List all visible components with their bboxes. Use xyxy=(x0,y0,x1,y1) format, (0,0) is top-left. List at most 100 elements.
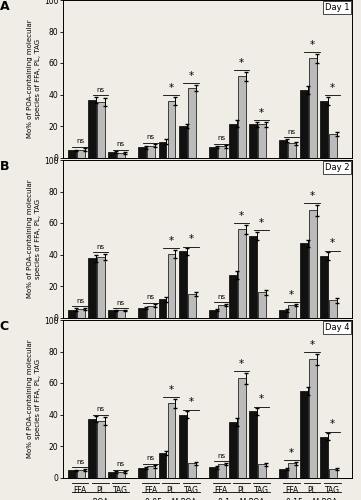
Text: TAG: TAG xyxy=(254,166,269,175)
Text: *: * xyxy=(188,234,194,244)
Bar xyxy=(238,230,246,318)
Text: *: * xyxy=(188,71,194,81)
Text: *: * xyxy=(239,210,244,220)
Text: *: * xyxy=(239,359,244,369)
Text: FFA: FFA xyxy=(214,486,228,495)
Text: *: * xyxy=(188,398,194,407)
Bar xyxy=(168,101,175,158)
Text: ns: ns xyxy=(96,406,104,412)
Bar xyxy=(249,236,257,318)
Text: PL: PL xyxy=(96,166,105,175)
Text: FFA: FFA xyxy=(73,486,87,495)
Text: *: * xyxy=(168,385,173,395)
Text: -POA: -POA xyxy=(91,498,109,500)
Text: ns: ns xyxy=(117,300,125,306)
Text: ns: ns xyxy=(217,136,225,141)
Bar xyxy=(279,310,287,318)
Text: ns: ns xyxy=(147,134,155,140)
Text: ns: ns xyxy=(117,142,125,148)
Text: TAG: TAG xyxy=(113,166,128,175)
Text: ns: ns xyxy=(76,138,84,144)
Bar xyxy=(288,305,296,318)
Bar xyxy=(68,470,75,478)
Text: TAG: TAG xyxy=(325,486,340,495)
Text: TAG: TAG xyxy=(325,326,340,335)
Text: TAG: TAG xyxy=(184,326,199,335)
Bar xyxy=(138,468,146,477)
Bar xyxy=(320,101,328,158)
Bar xyxy=(279,469,287,478)
Bar xyxy=(218,146,226,158)
Bar xyxy=(188,294,196,318)
Bar xyxy=(88,100,96,158)
Bar xyxy=(97,102,105,158)
Bar xyxy=(309,210,317,318)
Text: 0.15 mM POA: 0.15 mM POA xyxy=(286,338,338,347)
Text: TAG: TAG xyxy=(113,486,128,495)
Text: ns: ns xyxy=(96,244,104,250)
Bar xyxy=(147,306,155,318)
Text: *: * xyxy=(259,108,264,118)
Bar xyxy=(117,153,125,158)
Bar xyxy=(320,436,328,478)
Text: -POA: -POA xyxy=(91,178,109,187)
Text: TAG: TAG xyxy=(184,166,199,175)
Bar xyxy=(238,76,246,158)
Bar xyxy=(108,472,116,478)
Text: TAG: TAG xyxy=(325,166,340,175)
Bar xyxy=(168,404,175,477)
Text: 0.1 mM POA: 0.1 mM POA xyxy=(218,338,265,347)
Text: ns: ns xyxy=(147,294,155,300)
Text: FFA: FFA xyxy=(285,486,299,495)
Bar xyxy=(229,275,237,318)
Bar xyxy=(229,124,237,158)
Text: *: * xyxy=(289,448,294,458)
Bar xyxy=(68,150,75,158)
Bar xyxy=(138,148,146,158)
Bar xyxy=(68,310,75,318)
Bar xyxy=(249,412,257,478)
Bar xyxy=(238,378,246,478)
Bar xyxy=(300,244,308,318)
Text: 0.15 mM POA: 0.15 mM POA xyxy=(286,498,338,500)
Text: 0.05 mM POA: 0.05 mM POA xyxy=(145,338,197,347)
Bar xyxy=(179,414,187,478)
Text: Day 4: Day 4 xyxy=(325,323,349,332)
Text: TAG: TAG xyxy=(254,486,269,495)
Bar xyxy=(117,472,125,478)
Text: 0.05 mM POA: 0.05 mM POA xyxy=(145,498,197,500)
Text: PL: PL xyxy=(166,166,175,175)
Text: FFA: FFA xyxy=(73,326,87,335)
Text: 0.15 mM POA: 0.15 mM POA xyxy=(286,178,338,187)
Text: FFA: FFA xyxy=(144,166,157,175)
Bar xyxy=(88,419,96,478)
Text: ns: ns xyxy=(76,458,84,464)
Text: *: * xyxy=(168,236,173,246)
Bar xyxy=(77,309,84,318)
Text: PL: PL xyxy=(237,486,246,495)
Bar xyxy=(209,310,217,318)
Bar xyxy=(279,140,287,158)
Text: *: * xyxy=(168,83,173,93)
Bar xyxy=(300,391,308,478)
Text: FFA: FFA xyxy=(285,326,299,335)
Text: *: * xyxy=(309,191,314,201)
Text: Day 2: Day 2 xyxy=(325,163,349,172)
Text: *: * xyxy=(259,394,264,404)
Bar xyxy=(147,146,155,158)
Bar xyxy=(309,58,317,158)
Bar xyxy=(108,152,116,158)
Bar xyxy=(218,464,226,477)
Bar xyxy=(88,258,96,318)
Text: PL: PL xyxy=(308,326,317,335)
Bar xyxy=(300,90,308,158)
Bar xyxy=(158,142,166,158)
Text: 0.1 mM POA: 0.1 mM POA xyxy=(218,178,265,187)
Bar xyxy=(97,421,105,478)
Bar xyxy=(229,422,237,478)
Bar xyxy=(138,308,146,318)
Bar xyxy=(249,124,257,158)
Text: ns: ns xyxy=(96,87,104,93)
Text: FFA: FFA xyxy=(285,166,299,175)
Text: ns: ns xyxy=(217,453,225,459)
